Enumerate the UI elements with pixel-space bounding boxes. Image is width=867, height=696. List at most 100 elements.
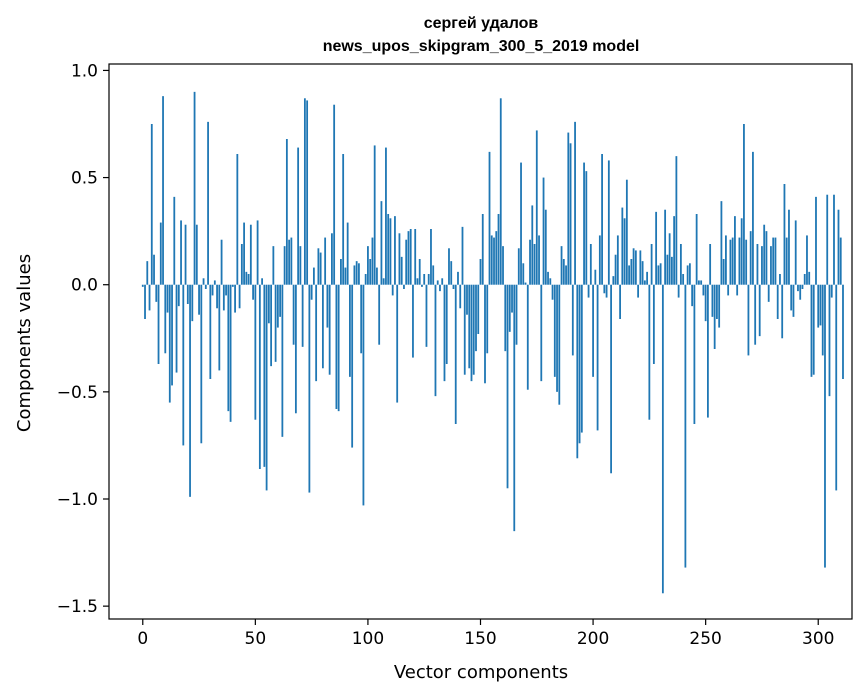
bar-137 [450, 261, 453, 285]
bar-3 [148, 284, 151, 311]
y-tick-label-5: −1.5 [57, 597, 98, 617]
bar-227 [652, 284, 655, 364]
bar-220 [637, 284, 640, 298]
bar-290 [794, 220, 797, 285]
bar-117 [405, 239, 408, 285]
bar-127 [427, 274, 430, 285]
y-axis-label: Components values [14, 254, 35, 432]
x-tick-label-100: 100 [352, 629, 384, 649]
bar-193 [576, 284, 579, 459]
bar-181 [549, 278, 552, 285]
bar-153 [486, 284, 489, 354]
bar-236 [673, 216, 676, 285]
bar-46 [245, 271, 248, 285]
bar-163 [508, 284, 511, 332]
bar-222 [641, 261, 644, 285]
bar-292 [799, 284, 802, 300]
bar-84 [331, 233, 333, 285]
bar-63 [283, 246, 286, 285]
bar-209 [612, 276, 615, 285]
bar-299 [815, 196, 817, 285]
bar-67 [292, 284, 295, 345]
bar-136 [448, 248, 450, 285]
x-tick-label-200: 200 [577, 629, 609, 649]
bar-203 [598, 235, 601, 285]
bar-90 [344, 267, 347, 285]
bar-289 [792, 284, 795, 317]
bar-94 [353, 265, 356, 285]
bar-109 [387, 214, 390, 285]
bar-191 [571, 284, 574, 356]
bar-148 [475, 284, 477, 352]
bar-21 [189, 284, 191, 497]
bar-70 [299, 246, 302, 285]
bar-35 [220, 239, 223, 285]
bar-68 [294, 284, 297, 414]
bar-309 [837, 209, 840, 285]
bar-91 [346, 222, 349, 285]
bar-47 [247, 274, 250, 285]
bar-273 [756, 244, 759, 285]
bar-2 [146, 261, 149, 285]
bar-110 [389, 218, 392, 285]
bar-162 [506, 284, 509, 489]
bar-235 [670, 256, 673, 285]
bar-104 [376, 267, 378, 285]
bar-31 [211, 284, 214, 296]
bar-200 [592, 284, 594, 377]
bar-129 [432, 265, 435, 285]
bar-49 [252, 284, 254, 300]
bar-160 [502, 246, 504, 285]
bar-226 [650, 244, 653, 285]
bar-17 [180, 220, 182, 285]
bar-308 [835, 284, 838, 491]
bar-239 [679, 244, 682, 285]
bar-54 [263, 284, 266, 467]
bar-40 [231, 284, 234, 287]
bar-262 [731, 237, 734, 285]
bar-124 [421, 284, 423, 287]
bar-74 [308, 284, 311, 493]
bar-232 [664, 209, 667, 285]
bar-82 [326, 284, 329, 328]
bar-301 [819, 284, 822, 326]
bar-230 [659, 263, 662, 285]
bar-154 [488, 151, 491, 285]
bar-229 [657, 265, 660, 285]
bar-307 [833, 194, 835, 285]
bar-19 [184, 224, 187, 285]
bar-244 [691, 284, 694, 307]
bar-259 [725, 235, 727, 285]
bar-311 [842, 284, 844, 379]
bar-119 [409, 229, 412, 285]
bar-24 [195, 224, 198, 285]
bar-36 [222, 284, 225, 311]
bar-18 [182, 284, 185, 446]
bar-27 [202, 278, 205, 285]
bar-186 [560, 246, 563, 285]
bar-306 [830, 284, 833, 298]
bar-267 [743, 124, 745, 285]
bar-225 [648, 284, 651, 420]
bar-215 [625, 179, 628, 285]
bar-192 [574, 121, 576, 285]
y-tick-label-0: 1.0 [71, 61, 98, 81]
bar-197 [585, 171, 588, 285]
bar-183 [553, 284, 556, 377]
bar-57 [270, 284, 273, 367]
bar-145 [468, 284, 471, 369]
bar-114 [398, 233, 401, 285]
bar-116 [403, 284, 405, 289]
bar-310 [839, 237, 842, 285]
bar-series [141, 91, 844, 594]
bar-112 [394, 216, 396, 285]
bar-156 [493, 237, 495, 285]
bar-168 [520, 162, 522, 285]
bar-268 [745, 239, 748, 285]
bar-126 [425, 284, 428, 347]
bar-62 [281, 284, 284, 437]
bar-305 [828, 284, 831, 397]
bar-48 [249, 224, 252, 285]
bar-293 [801, 284, 804, 289]
x-tick-label-50: 50 [245, 629, 267, 649]
